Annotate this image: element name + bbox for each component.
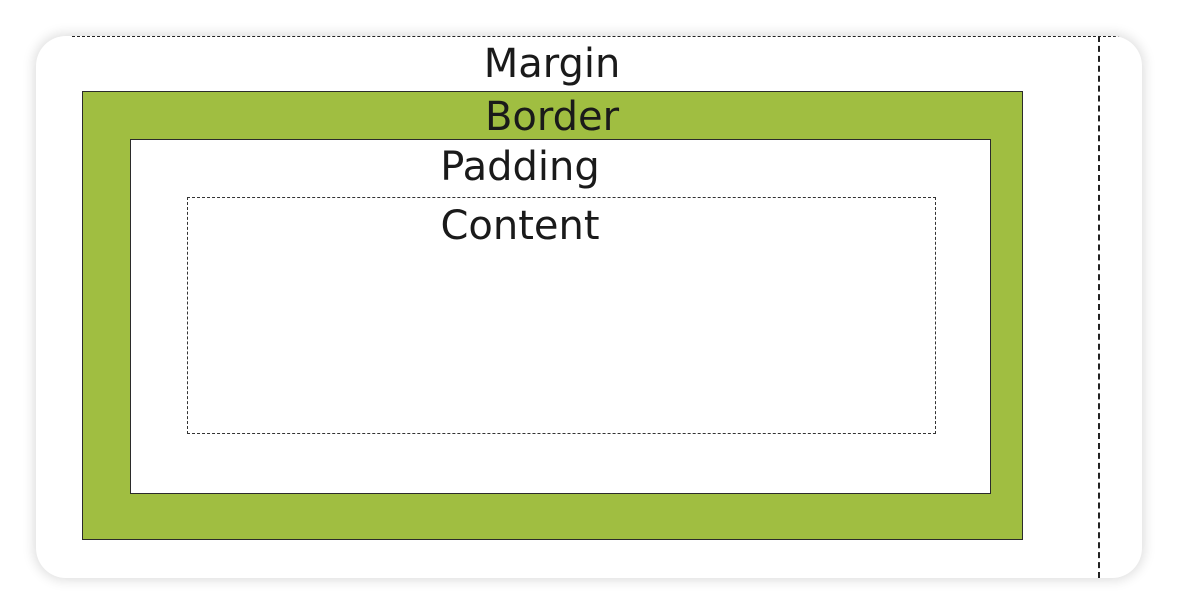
margin-top-guide (72, 36, 1136, 37)
margin-label: Margin (483, 41, 621, 87)
margin-right-guide (1098, 36, 1100, 578)
border-label: Border (484, 94, 620, 140)
content-area (187, 197, 936, 434)
padding-area (130, 139, 991, 494)
box-model-diagram: Margin Border Padding Content (36, 36, 1142, 578)
padding-label: Padding (440, 144, 600, 190)
content-label: Content (440, 203, 600, 249)
